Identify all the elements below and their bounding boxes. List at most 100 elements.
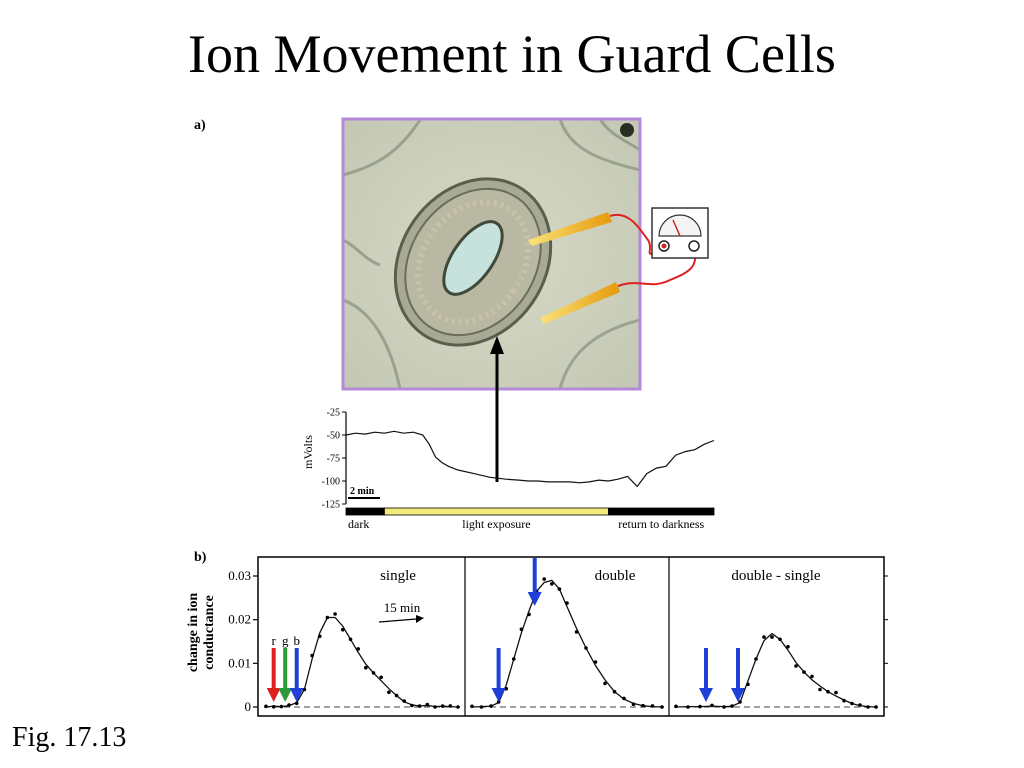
data-point — [456, 705, 460, 709]
data-point — [584, 646, 588, 650]
data-point — [325, 615, 330, 620]
subplot-title: double - single — [731, 568, 820, 584]
electrode-upper — [528, 212, 612, 246]
data-point — [674, 704, 678, 709]
data-point — [448, 704, 453, 708]
data-point — [660, 705, 664, 709]
voltmeter-icon — [651, 207, 709, 259]
data-point — [402, 699, 407, 703]
data-point — [348, 637, 353, 642]
data-point — [287, 703, 291, 707]
data-point — [762, 635, 766, 639]
stimulus-arrowhead — [278, 688, 293, 702]
scale-bar-label-a: 2 min — [350, 486, 375, 497]
data-point — [417, 704, 422, 708]
phase-bar-3 — [608, 507, 715, 516]
time-scale-bar — [378, 618, 417, 623]
data-point — [641, 703, 645, 708]
phase-label-3: return to darkness — [618, 517, 704, 531]
data-point — [279, 704, 284, 709]
data-point — [394, 693, 399, 698]
subplot-title: single — [380, 568, 416, 584]
data-point — [371, 671, 376, 675]
data-point — [603, 681, 607, 686]
series-line-a — [345, 430, 715, 488]
tick-label-a-y: -50 — [327, 431, 340, 442]
data-point — [479, 705, 484, 709]
data-point — [650, 704, 655, 708]
data-point — [364, 665, 368, 670]
stimulus-arrowhead — [491, 688, 506, 702]
tick-label-a-y: -75 — [327, 454, 340, 465]
data-point — [527, 612, 531, 617]
stimulus-arrowhead — [731, 688, 745, 702]
stimulus-arrowhead — [699, 688, 713, 702]
data-point — [778, 637, 782, 642]
data-point — [770, 635, 774, 639]
axis-label-b-y-line1: change in ion — [186, 593, 201, 673]
data-point — [333, 612, 337, 616]
stimulus-label: b — [293, 633, 300, 648]
data-point — [710, 703, 714, 708]
conductance-frame — [257, 556, 885, 717]
subplot-2: double — [470, 558, 664, 709]
data-point — [593, 660, 598, 664]
data-point — [622, 696, 626, 701]
data-point — [550, 582, 554, 586]
tick-label-a-y: -100 — [322, 477, 340, 488]
data-point — [470, 704, 474, 709]
wire-lower — [617, 245, 697, 287]
data-point — [730, 704, 734, 708]
phase-bar-2 — [383, 507, 609, 516]
data-point — [504, 686, 509, 691]
tick-label-a-y: -25 — [327, 408, 340, 419]
data-point — [512, 657, 516, 661]
subplot-title: double — [595, 568, 636, 584]
data-point — [686, 705, 690, 709]
data-point — [410, 703, 414, 708]
data-point — [850, 701, 854, 706]
panel-b-label: b) — [194, 550, 207, 565]
time-scale-arrowhead — [416, 615, 424, 623]
tick-label-b-y: 0.01 — [228, 655, 251, 670]
data-point — [858, 703, 862, 707]
data-point — [440, 704, 445, 708]
electrode-lower — [540, 282, 620, 324]
subplot-3: double - single — [674, 568, 878, 709]
data-point — [698, 704, 702, 709]
data-point — [318, 634, 322, 639]
time-scale-label: 15 min — [384, 600, 421, 615]
membrane-potential-chart: -25 -50 -75 -100 -125 mVolts 2 min dark light ex… — [301, 408, 715, 531]
tick-label-b-y: 0.02 — [228, 612, 251, 627]
data-point — [834, 690, 838, 695]
stimulus-label: g — [282, 633, 289, 648]
data-point — [264, 704, 268, 709]
data-point — [489, 704, 493, 708]
data-point — [387, 690, 391, 694]
data-point — [612, 689, 617, 694]
data-point — [810, 674, 814, 679]
data-point — [425, 702, 430, 707]
data-point — [519, 627, 524, 632]
tick-label-a-y: -125 — [322, 500, 340, 511]
phase-label-1: dark — [348, 517, 369, 531]
data-point — [722, 705, 726, 709]
data-point — [302, 687, 307, 692]
data-point — [271, 705, 276, 709]
guard-cell-micrograph — [341, 117, 642, 391]
tick-label-b-y: 0.03 — [228, 568, 251, 583]
stimulus-label: r — [272, 633, 277, 648]
subplot-1: single r g b 15 min — [264, 568, 460, 709]
data-point — [802, 670, 806, 674]
data-point — [794, 664, 798, 668]
slide-title: Ion Movement in Guard Cells — [188, 24, 836, 84]
data-point — [842, 698, 846, 703]
stimulus-arrowhead — [266, 688, 281, 702]
data-point — [433, 705, 437, 709]
data-point — [356, 647, 361, 651]
data-point — [631, 702, 636, 706]
data-point — [786, 644, 790, 649]
pointer-arrow — [490, 336, 504, 482]
figure-caption: Fig. 17.13 — [12, 722, 127, 753]
